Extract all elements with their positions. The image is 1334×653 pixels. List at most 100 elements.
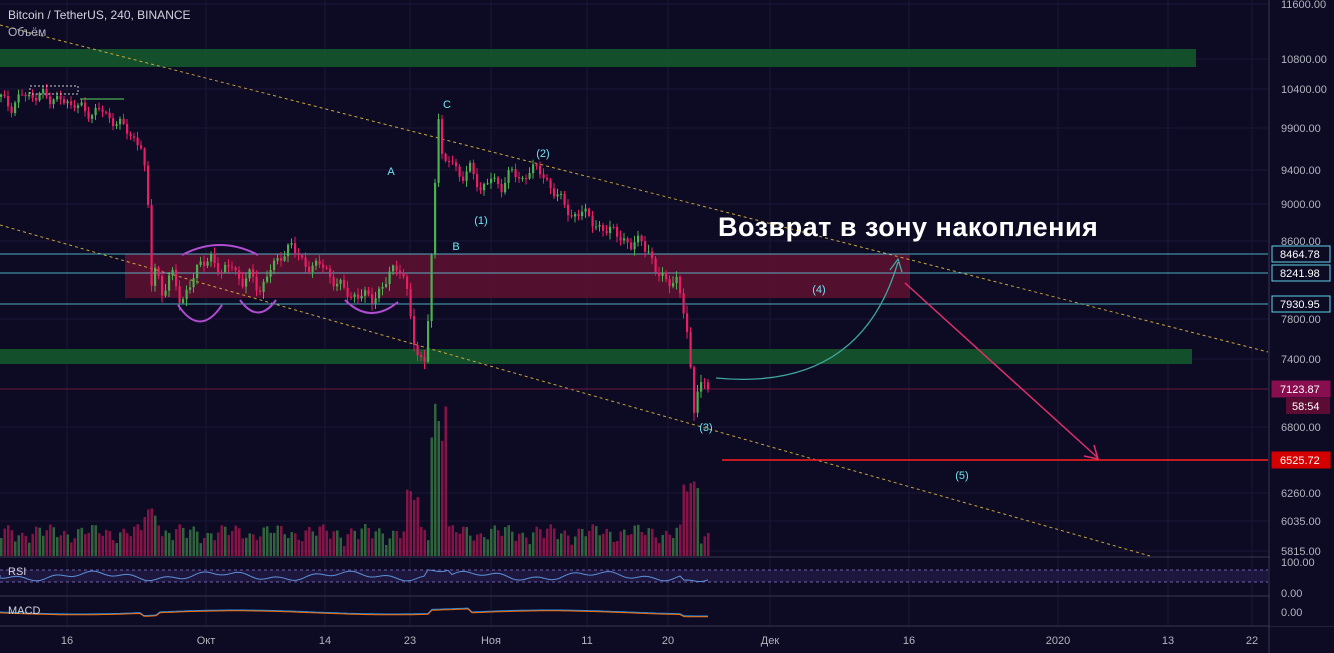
volume-bar [192, 526, 195, 556]
candle-body [325, 267, 328, 269]
candle-body [87, 111, 90, 119]
candle-body [133, 136, 136, 138]
volume-bar [35, 526, 38, 556]
volume-bar [451, 525, 454, 556]
time-tick-label: 13 [1162, 635, 1174, 647]
volume-bar [560, 533, 563, 556]
price-level-tag [1271, 380, 1331, 398]
candle-body [59, 96, 62, 100]
candle-body [143, 148, 146, 166]
volume-bar [413, 499, 416, 556]
volume-bar [353, 530, 356, 556]
candle-body [42, 89, 45, 94]
volume-bar [224, 526, 227, 556]
candle-body [609, 226, 612, 234]
wave-label: (3) [699, 422, 712, 434]
candle-body [297, 253, 300, 256]
candle-body [31, 94, 34, 99]
volume-bar [588, 530, 591, 556]
volume-bar [196, 531, 199, 556]
volume-bar [350, 528, 353, 556]
candle-body [472, 162, 475, 175]
candle-body [206, 261, 209, 266]
volume-bar [245, 537, 248, 556]
candle-body [458, 166, 461, 177]
price-tick-label: 6800.00 [1281, 422, 1321, 434]
time-tick-label: 11 [581, 635, 592, 647]
candle-body [185, 289, 188, 300]
volume-bar [497, 530, 500, 556]
candle-body [542, 174, 545, 179]
candle-body [112, 118, 115, 126]
candle-body [318, 260, 321, 265]
volume-bar [630, 534, 633, 556]
rsi-tick-label: 0.00 [1281, 588, 1302, 600]
time-axis[interactable]: 16 Окт 14 23 Ноя 11 20 Дек 16 2020 13 22 [61, 635, 1258, 647]
volume-bar [371, 538, 374, 556]
candle-body [504, 182, 507, 193]
volume-bar [490, 528, 493, 556]
volume-bar [101, 535, 104, 556]
volume-bar [171, 540, 174, 556]
candle-body [644, 241, 647, 252]
candle-body [161, 276, 164, 296]
volume-bar [234, 525, 237, 556]
candle-body [381, 286, 384, 289]
candle-body [336, 283, 339, 287]
volume-bar [210, 533, 213, 556]
wave-label: (2) [536, 148, 549, 160]
macd-tick-label: 0.00 [1281, 607, 1302, 619]
volume-bar [287, 538, 290, 556]
volume-bar [108, 531, 111, 556]
volume-bar [556, 539, 559, 556]
macd-line [0, 607, 708, 617]
volume-bar [521, 532, 524, 556]
candle-body [563, 193, 566, 205]
price-tick-label: 9400.00 [1281, 165, 1321, 177]
candle-body [3, 94, 6, 96]
candle-body [686, 313, 689, 333]
volume-bar [654, 537, 657, 556]
candle-body [553, 188, 556, 197]
volume-bar [581, 528, 584, 556]
price-axis[interactable]: 11600.00 10800.00 10400.00 9900.00 9400.00 90… [1268, 0, 1334, 653]
price-level-tag [1271, 451, 1331, 469]
countdown-label: 58:54 [1292, 401, 1320, 413]
price-tick-label: 10400.00 [1281, 84, 1327, 96]
volume-bar [427, 540, 430, 556]
volume-bar [532, 532, 535, 556]
time-tick-label: 16 [61, 635, 73, 647]
volume-bar [3, 528, 6, 556]
volume-bar [31, 533, 34, 556]
candle-body [308, 266, 311, 272]
time-tick-label: 22 [1246, 635, 1258, 647]
candle-body [703, 382, 706, 384]
candle-body [98, 107, 101, 110]
candle-body [129, 133, 132, 137]
wave-label: (1) [474, 215, 487, 227]
candle-body [220, 272, 223, 274]
rsi-label: RSI [8, 566, 27, 578]
price-level-tag [1271, 264, 1331, 282]
volume-bar [395, 530, 398, 556]
candle-body [28, 94, 31, 97]
volume-bar [122, 528, 125, 556]
volume-bar [612, 542, 615, 556]
candle-body [252, 269, 255, 277]
zones-layer [0, 49, 1196, 364]
volume-bar [616, 541, 619, 556]
candle-body [24, 94, 27, 97]
volume-bar [325, 530, 328, 556]
candle-body [248, 269, 251, 279]
candle-body [595, 226, 598, 228]
volume-bar [77, 529, 80, 556]
volume-bar [175, 529, 178, 556]
candles-layer [0, 83, 710, 421]
candle-body [332, 276, 335, 287]
volume-bar [28, 542, 31, 556]
volume-bar [476, 534, 479, 556]
pattern-arc-top [181, 244, 259, 256]
volume-bar [7, 525, 10, 556]
volume-bar [507, 525, 510, 556]
